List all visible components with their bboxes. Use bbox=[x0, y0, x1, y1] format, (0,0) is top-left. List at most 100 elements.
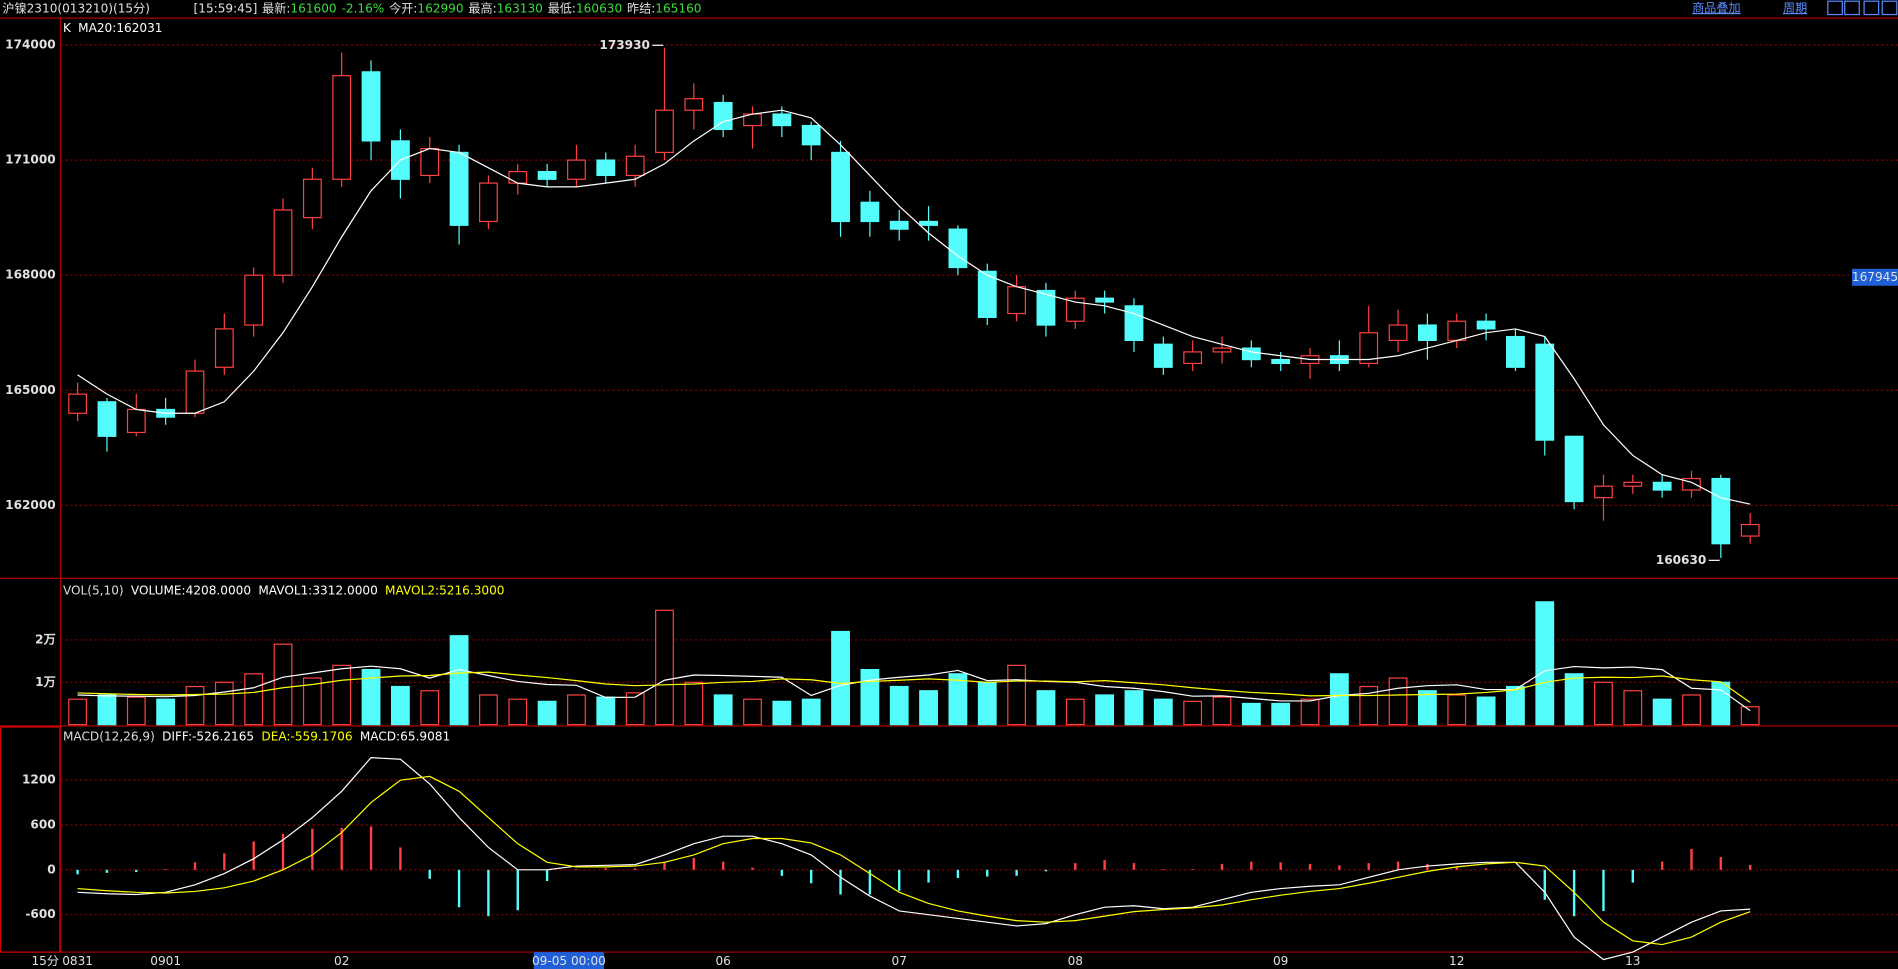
period-label: 15分 bbox=[31, 954, 58, 968]
x-tick-label: 08 bbox=[1068, 954, 1083, 968]
volume-bar bbox=[302, 677, 322, 726]
window-buttons[interactable] bbox=[1827, 0, 1898, 16]
indicator-readout: VOL(5,10) VOLUME:4208.0000 MAVOL1:3312.000… bbox=[63, 583, 505, 597]
y-tick-label: -600 bbox=[25, 907, 55, 921]
x-tick-label: 0901 bbox=[150, 954, 181, 968]
volume-bar bbox=[390, 685, 410, 726]
volume-bar bbox=[1740, 706, 1760, 726]
volume-bar bbox=[1007, 664, 1027, 726]
y-tick-label: 600 bbox=[30, 817, 55, 831]
volume-bar bbox=[919, 690, 938, 726]
candle-body bbox=[302, 178, 322, 219]
readout-item: K bbox=[63, 20, 72, 34]
candle-body bbox=[361, 71, 381, 142]
y-tick-label: 1万 bbox=[35, 675, 56, 689]
candle-body bbox=[1652, 481, 1672, 491]
y-tick-label: 171000 bbox=[5, 153, 56, 167]
volume-bar bbox=[1153, 698, 1173, 726]
candle-body bbox=[1594, 485, 1613, 499]
volume-bar bbox=[479, 694, 498, 726]
volume-bar bbox=[1652, 698, 1672, 726]
candle-body bbox=[1740, 523, 1760, 537]
volume-bar bbox=[185, 685, 205, 726]
candle-body bbox=[1271, 358, 1291, 365]
readout-item: MACD:65.9081 bbox=[360, 729, 450, 743]
extreme-label: 160630 bbox=[1656, 553, 1707, 567]
candle-body bbox=[1535, 343, 1555, 441]
candle-body bbox=[1036, 289, 1056, 326]
volume-bar bbox=[1682, 694, 1701, 726]
volume-bar bbox=[1212, 696, 1232, 726]
x-tick-label: 13 bbox=[1625, 954, 1640, 968]
volume-bar bbox=[977, 681, 997, 726]
volume-bar bbox=[244, 673, 264, 726]
candle-body bbox=[244, 274, 264, 326]
candle-body bbox=[655, 109, 674, 154]
volume-bar bbox=[948, 673, 968, 726]
readout-item: MACD(12,26,9) bbox=[63, 729, 155, 743]
indicator-line bbox=[77, 757, 1751, 961]
active-panel-frame bbox=[0, 726, 61, 953]
volume-bar bbox=[1506, 685, 1525, 726]
candle-body bbox=[889, 220, 909, 230]
period-link[interactable]: 周期 bbox=[1783, 1, 1807, 15]
volume-bar bbox=[1095, 694, 1115, 726]
candle-body bbox=[1564, 435, 1584, 503]
button[interactable] bbox=[1844, 0, 1860, 16]
quote-value: 163130 bbox=[497, 1, 543, 15]
y-tick-label: 168000 bbox=[5, 268, 56, 282]
candle-body bbox=[977, 270, 997, 318]
volume-bar bbox=[1036, 690, 1056, 726]
candle-body bbox=[1417, 324, 1437, 342]
volume-bar bbox=[1271, 702, 1291, 726]
candle-body bbox=[1359, 332, 1379, 365]
candle-body bbox=[1476, 320, 1496, 330]
candle-body bbox=[68, 393, 88, 414]
symbol: 沪镍2310(013210)(15分) bbox=[2, 1, 150, 15]
volume-bar bbox=[1329, 673, 1349, 726]
candle-body bbox=[97, 401, 117, 437]
volume-bar bbox=[508, 698, 528, 726]
candle-body bbox=[508, 170, 528, 184]
volume-bar bbox=[1535, 601, 1555, 726]
candle-body bbox=[449, 151, 469, 226]
candle-body bbox=[1212, 347, 1232, 353]
y-tick-label: 1200 bbox=[22, 773, 56, 787]
volume-bar bbox=[1476, 696, 1496, 726]
candle-body bbox=[1095, 297, 1115, 303]
volume-bar bbox=[214, 681, 234, 726]
quote-value: 160630 bbox=[576, 1, 622, 15]
volume-bar bbox=[1623, 690, 1643, 726]
x-tick-label: 0831 bbox=[62, 954, 93, 968]
quote-value: 165160 bbox=[655, 1, 701, 15]
volume-bar bbox=[1065, 698, 1085, 726]
button[interactable] bbox=[1881, 0, 1898, 16]
volume-bar bbox=[1564, 673, 1584, 726]
button[interactable] bbox=[1863, 0, 1880, 16]
quote-label: 最低: bbox=[548, 1, 576, 15]
volume-bar bbox=[156, 698, 176, 726]
y-tick-label: 162000 bbox=[5, 498, 56, 512]
button[interactable] bbox=[1827, 0, 1843, 16]
candle-body bbox=[596, 159, 616, 177]
candle-body bbox=[1124, 305, 1144, 342]
volume-bar bbox=[361, 668, 381, 726]
candle-body bbox=[420, 147, 440, 177]
candle-body bbox=[214, 328, 234, 368]
readout-item: MAVOL2:5216.3000 bbox=[385, 583, 504, 597]
quote-header: 沪镍2310(013210)(15分) [15:59:45] 最新:161600 -2… bbox=[2, 0, 701, 15]
x-tick-label: 09 bbox=[1273, 954, 1288, 968]
volume-bar bbox=[684, 681, 704, 726]
x-tick-label: 06 bbox=[715, 954, 730, 968]
candle-body bbox=[801, 124, 821, 146]
cursor-price-box bbox=[1852, 268, 1898, 286]
candle-body bbox=[1007, 286, 1027, 315]
candle-body bbox=[567, 159, 586, 180]
indicator-line bbox=[77, 671, 1751, 703]
readout-item: DEA:-559.1706 bbox=[261, 729, 352, 743]
volume-bar bbox=[1711, 681, 1731, 726]
overlay-link[interactable]: 商品叠加 bbox=[1692, 0, 1740, 15]
extreme-label: 173930 bbox=[599, 38, 650, 52]
